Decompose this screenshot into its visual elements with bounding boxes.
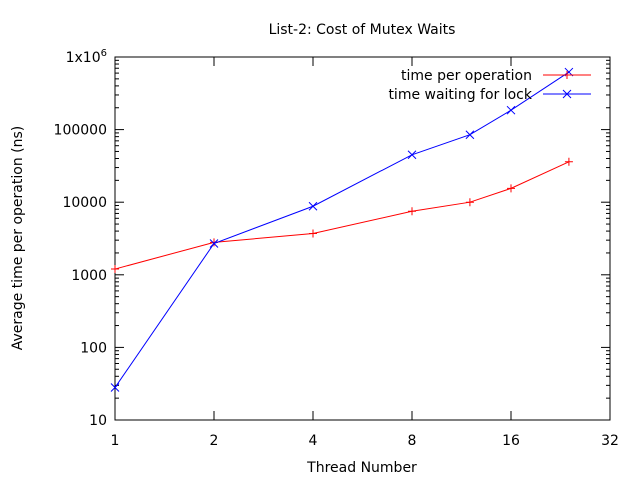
x-tick-label: 2: [210, 433, 219, 449]
x-tick-label: 32: [601, 433, 619, 449]
series-line: [114, 161, 570, 270]
legend-label: time waiting for lock: [388, 87, 532, 103]
series-line: [114, 71, 570, 388]
series-1: [111, 157, 573, 274]
series-layer: [110, 67, 574, 392]
data-point: [111, 265, 119, 274]
y-tick-label: 100: [80, 340, 107, 356]
data-point: [507, 184, 515, 193]
x-tick-label: 8: [408, 433, 417, 449]
data-point: [110, 383, 120, 392]
y-tick-label: 10: [89, 413, 107, 429]
legend-label: time per operation: [401, 68, 532, 84]
x-tick-label: 1: [111, 433, 120, 449]
y-tick-label: 1x106: [66, 48, 107, 66]
data-point: [308, 201, 318, 211]
data-point: [506, 105, 516, 115]
x-tick-label: 4: [309, 433, 318, 449]
y-tick-label: 100000: [54, 123, 107, 139]
data-point: [309, 229, 317, 238]
x-tick-label: 16: [502, 433, 520, 449]
data-point: [563, 71, 571, 79]
y-tick-label: 1000: [71, 268, 107, 284]
chart-title: List-2: Cost of Mutex Waits: [269, 22, 456, 38]
plot-area-frame: [114, 56, 611, 421]
data-point: [564, 157, 573, 166]
x-axis-ticks: 1 2 4 8 16 32: [111, 57, 619, 449]
data-point: [465, 130, 475, 140]
data-point: [209, 239, 219, 248]
legend: time per operation time waiting for lock: [388, 68, 591, 103]
data-point: [407, 150, 417, 160]
y-tick-label: 10000: [62, 195, 107, 211]
data-point: [408, 207, 416, 216]
y-axis-ticks: 10 100 1000 10000 100000 1x106: [54, 48, 610, 429]
series-2: [110, 67, 574, 392]
x-axis-label: Thread Number: [306, 460, 417, 476]
y-axis-label: Average time per operation (ns): [10, 126, 26, 351]
data-point: [465, 198, 474, 207]
data-point: [562, 89, 572, 99]
